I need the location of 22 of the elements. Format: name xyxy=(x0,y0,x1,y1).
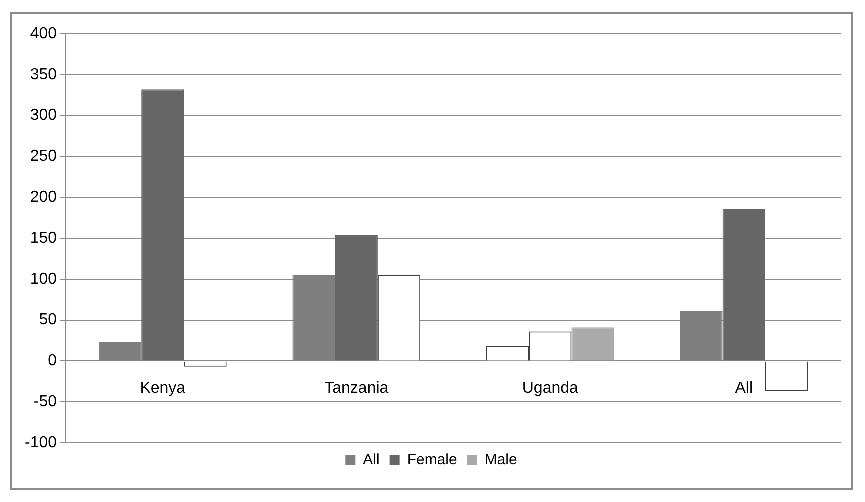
x-tick-label: Tanzania xyxy=(324,380,389,398)
y-tick-label: 0 xyxy=(48,352,58,370)
y-tick-label: -50 xyxy=(34,394,58,411)
x-tick-label: Kenya xyxy=(140,380,186,398)
bar xyxy=(335,235,378,361)
legend-label: Male xyxy=(484,452,518,469)
bar xyxy=(572,328,614,361)
x-tick-label: All xyxy=(735,380,754,398)
y-tick-label: 350 xyxy=(30,66,58,84)
y-tick-label: 200 xyxy=(30,189,58,206)
y-tick-label: 50 xyxy=(39,312,58,329)
x-tick-label: Uganda xyxy=(522,380,579,398)
bar xyxy=(142,90,184,361)
bar xyxy=(722,209,766,361)
y-tick-label: 400 xyxy=(30,25,58,42)
y-tick-label: 150 xyxy=(30,230,58,247)
y-tick-label: -100 xyxy=(24,434,58,452)
y-tick-label: 300 xyxy=(30,107,58,124)
legend-label: All xyxy=(363,452,380,469)
legend-label: Female xyxy=(407,452,458,469)
y-tick-label: 250 xyxy=(30,148,58,166)
y-tick-label: 100 xyxy=(30,270,58,288)
